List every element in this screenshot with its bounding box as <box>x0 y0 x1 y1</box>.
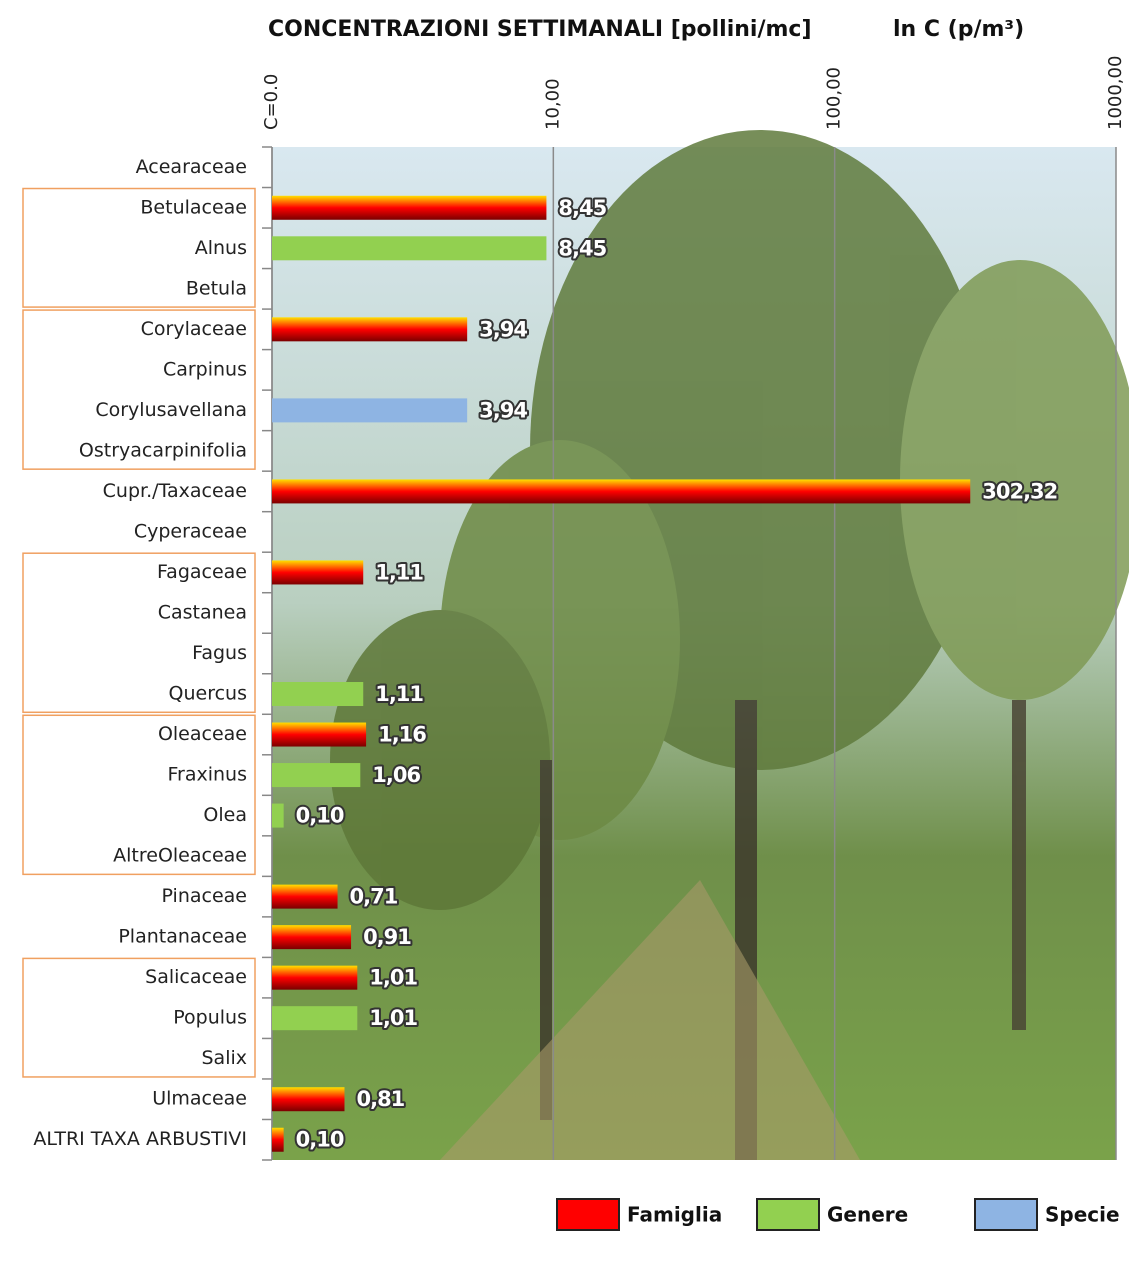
bar <box>272 803 284 828</box>
data-label: 0,81 <box>356 1087 404 1111</box>
y-tick-label: Quercus <box>169 683 247 705</box>
data-label: 1,11 <box>375 682 423 706</box>
bar <box>272 1087 345 1112</box>
x-tick-label: 1000,00 <box>1105 56 1126 130</box>
data-label: 0,10 <box>296 1128 344 1152</box>
data-label: 1,01 <box>369 1006 417 1030</box>
y-tick-label: Olea <box>203 804 247 826</box>
x-tick-label: C=0.0 <box>261 74 282 130</box>
y-tick-label: Plantanaceae <box>118 926 247 948</box>
data-label: 0,10 <box>296 804 344 828</box>
x-tick-label: 10,00 <box>542 78 563 130</box>
x-tick-label: 100,00 <box>824 67 845 130</box>
y-tick-label: Corylaceae <box>141 318 247 340</box>
group-box <box>22 957 256 1078</box>
trees <box>330 130 1129 1160</box>
y-tick-label: Oleaceae <box>158 723 247 745</box>
group-box <box>22 714 256 876</box>
bar <box>272 722 367 747</box>
y-tick-label: Salicaceae <box>145 966 247 988</box>
data-label: 1,11 <box>375 560 423 584</box>
y-tick-label: AltreOleaceae <box>113 845 247 867</box>
bar <box>272 682 364 707</box>
data-label: 8,45 <box>558 236 606 260</box>
y-tick-label: Fraxinus <box>167 764 247 786</box>
chart-title: CONCENTRAZIONI SETTIMANALI [pollini/mc] <box>268 17 812 42</box>
bar <box>272 1127 284 1152</box>
y-tick-label: Alnus <box>195 237 247 259</box>
y-tick-label: Cyperaceae <box>134 520 247 542</box>
y-tick-label: Castanea <box>158 601 247 623</box>
y-tick-label: Betula <box>186 277 247 299</box>
group-box <box>22 187 256 308</box>
y-tick-label: Fagaceae <box>157 561 247 583</box>
y-tick-label: Corylusavellana <box>95 399 247 421</box>
legend-label: Specie <box>1045 1203 1120 1227</box>
data-label: 0,71 <box>350 885 398 909</box>
y-tick-label: Ostryacarpinifolia <box>79 439 247 461</box>
data-label: 3,94 <box>479 317 527 341</box>
bar <box>272 884 338 909</box>
data-label: 1,16 <box>378 723 426 747</box>
data-label: 0,91 <box>363 925 411 949</box>
bar <box>272 965 358 990</box>
legend-label: Famiglia <box>627 1203 722 1227</box>
legend: Famiglia Genere Specie <box>556 1198 1120 1231</box>
bar <box>272 925 352 950</box>
bar <box>272 763 361 788</box>
legend-swatch <box>756 1198 820 1231</box>
y-tick-label: Fagus <box>192 642 247 664</box>
legend-swatch <box>556 1198 620 1231</box>
y-tick-label: Pinaceae <box>162 885 247 907</box>
data-label: 302,32 <box>982 479 1057 503</box>
legend-swatch <box>974 1198 1038 1231</box>
bar <box>272 479 971 504</box>
data-label: 1,06 <box>372 763 420 787</box>
bar <box>272 195 547 220</box>
y-tick-label: ALTRI TAXA ARBUSTIVI <box>33 1128 247 1150</box>
data-label: 3,94 <box>479 398 527 422</box>
bar <box>272 1006 358 1031</box>
data-label: 1,01 <box>369 966 417 990</box>
y-tick-label: Carpinus <box>163 358 247 380</box>
y-tick-label: Populus <box>173 1007 247 1029</box>
bar <box>272 236 547 261</box>
data-label: 8,45 <box>558 196 606 220</box>
y-tick-label: Betulaceae <box>140 196 247 218</box>
bar <box>272 560 364 585</box>
y-tick-label: Ulmaceae <box>152 1088 247 1110</box>
y-tick-label: Salix <box>201 1047 247 1069</box>
group-box <box>22 309 256 470</box>
y-tick-label: Cupr./Taxaceae <box>103 480 247 502</box>
y-tick-label: Acearaceae <box>136 156 247 178</box>
chart-subtitle: ln C (p/m³) <box>893 17 1024 42</box>
group-box <box>22 552 256 714</box>
bar <box>272 317 468 342</box>
bar <box>272 398 468 423</box>
legend-label: Genere <box>827 1203 908 1227</box>
